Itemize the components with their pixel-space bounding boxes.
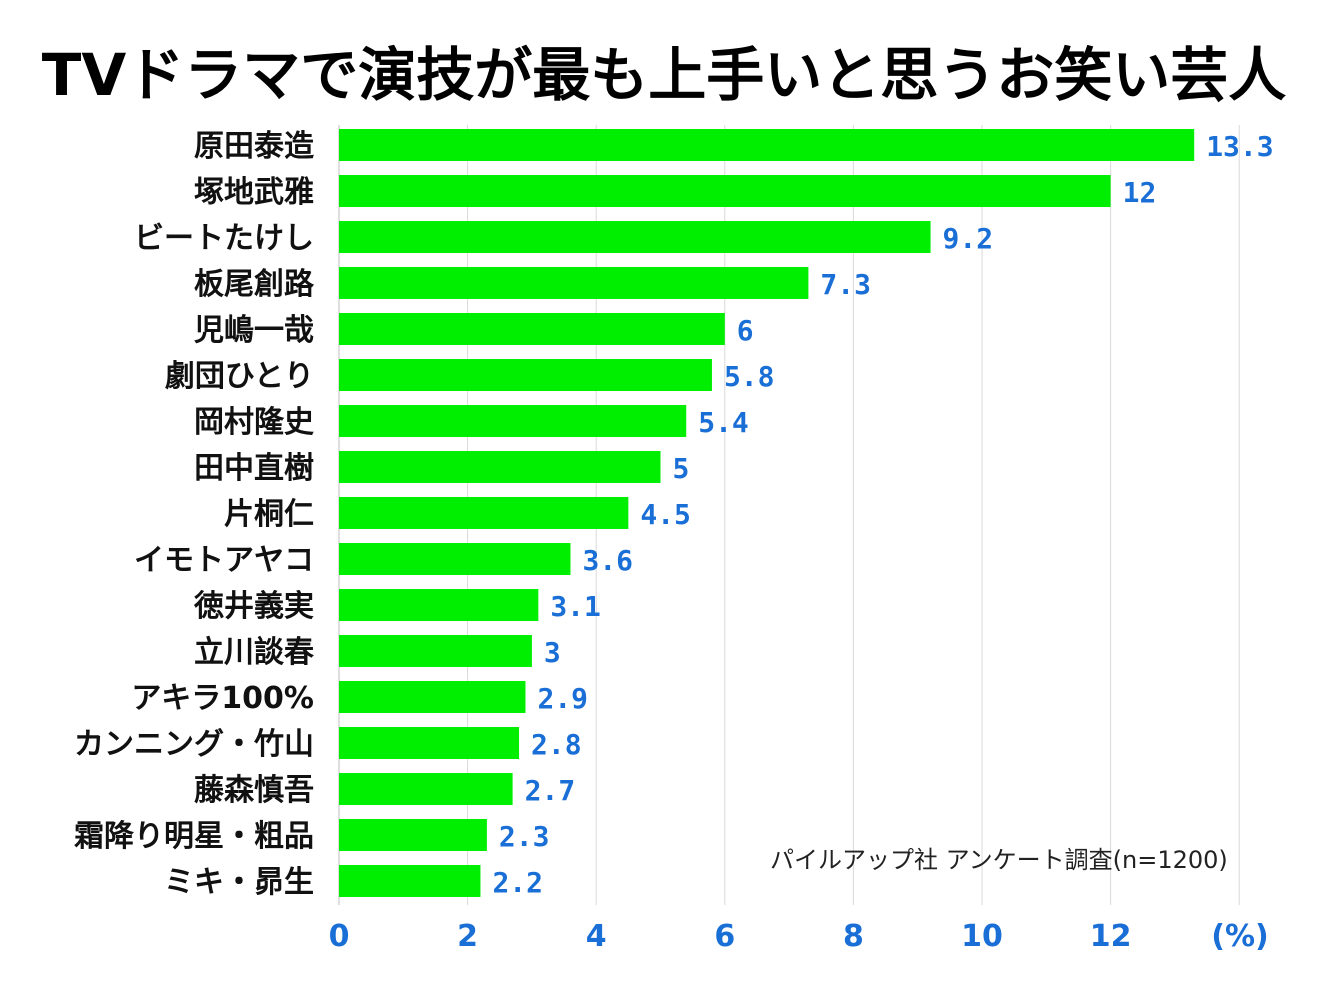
bar [339,635,532,667]
bar [339,727,520,759]
x-tick-label: 2 [457,919,478,954]
x-tick-label: 8 [843,919,864,954]
data-label: 7.3 [820,268,871,301]
bar [339,313,725,345]
data-label: 3.6 [582,544,633,577]
category-label: 藤森慎吾 [194,773,314,808]
data-label: 2.7 [525,774,576,807]
data-label: 6 [737,314,754,347]
data-label: 5.8 [724,360,775,393]
category-label: イモトアヤコ [134,543,314,578]
category-label: 原田泰造 [194,129,314,164]
category-label: アキラ100% [131,681,314,716]
bar [339,451,661,483]
category-label: 田中直樹 [194,451,314,486]
bar [339,497,629,529]
bar [339,267,809,299]
data-label: 5.4 [698,406,749,439]
data-label: 2.3 [499,820,550,853]
category-label: 塚地武雅 [194,175,314,210]
category-label: 立川談春 [194,635,314,670]
bar [339,221,931,253]
data-label: 9.2 [943,222,994,255]
data-label: 13.3 [1206,130,1273,163]
bar [339,543,571,575]
x-tick-label: 6 [714,919,735,954]
category-label: ミキ・昴生 [164,865,314,900]
bar [339,865,481,897]
x-tick-label: 10 [961,919,1003,954]
data-label: 2.8 [531,728,582,761]
bar [339,359,712,391]
x-tick-label: 0 [329,919,350,954]
bar [339,175,1111,207]
x-tick-label: 4 [586,919,607,954]
data-label: 4.5 [640,498,691,531]
data-label: 3 [544,636,561,669]
category-label: ビートたけし [134,221,314,256]
data-label: 3.1 [550,590,601,623]
chart-title: TVドラマで演技が最も上手いと思うお笑い芸人 [41,41,1287,109]
source-note: パイルアップ社 アンケート調査(n=1200) [770,846,1228,874]
category-label: カンニング・竹山 [74,727,314,762]
category-label: 板尾創路 [194,267,315,302]
category-label: 片桐仁 [224,497,314,532]
data-label: 5 [673,452,690,485]
x-unit-label: (%) [1211,919,1268,954]
bar [339,819,487,851]
bar [339,773,513,805]
data-label: 2.9 [537,682,588,715]
category-label: 劇団ひとり [165,359,314,394]
category-label: 岡村隆史 [194,405,314,440]
bar [339,129,1195,161]
category-label: 児嶋一哉 [194,313,314,348]
bar [339,589,539,621]
data-label: 12 [1123,176,1157,209]
data-label: 2.2 [492,866,543,899]
bar [339,681,526,713]
category-label: 霜降り明星・粗品 [74,819,314,854]
bar [339,405,687,437]
category-label: 徳井義実 [193,589,314,624]
x-tick-label: 12 [1090,919,1132,954]
